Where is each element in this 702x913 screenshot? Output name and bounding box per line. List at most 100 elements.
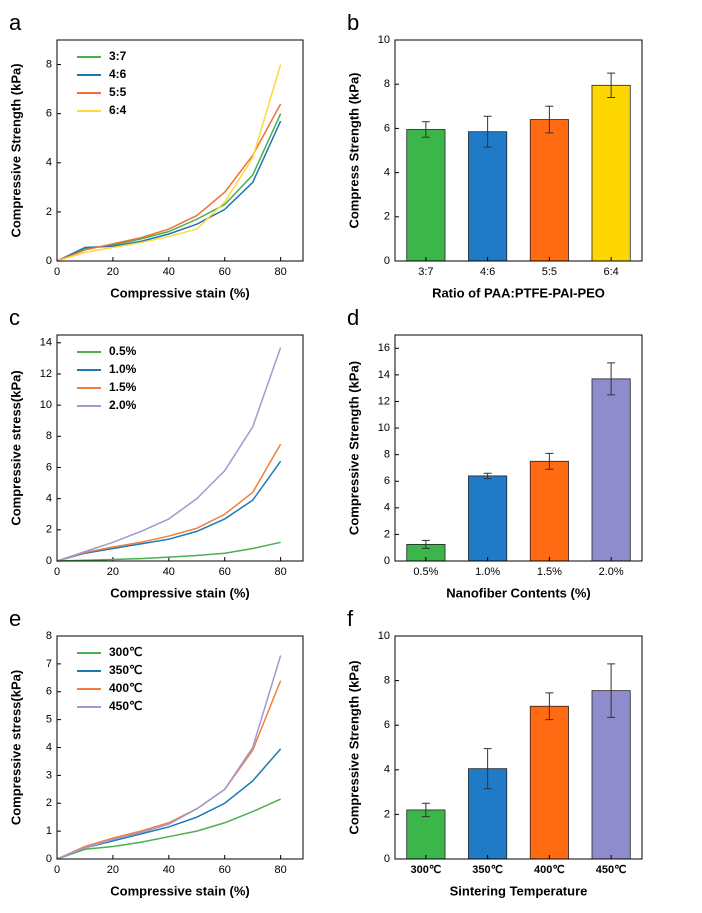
bar xyxy=(591,378,631,562)
bar xyxy=(591,690,631,860)
y-tick-label: 8 xyxy=(46,630,52,642)
x-tick-label: 400℃ xyxy=(534,864,565,876)
y-tick-label: 8 xyxy=(46,58,52,70)
y-tick-label: 1 xyxy=(46,825,52,837)
line-series xyxy=(56,748,282,860)
y-tick-label: 10 xyxy=(378,34,390,46)
y-tick-label: 8 xyxy=(384,449,390,461)
y-tick-label: 12 xyxy=(40,368,52,380)
x-tick-label: 2.0% xyxy=(599,566,624,578)
bar xyxy=(406,129,446,262)
error-bar xyxy=(545,692,554,721)
line-series xyxy=(56,541,281,562)
y-tick-label: 2 xyxy=(46,206,52,218)
bar xyxy=(529,705,569,860)
error-bar xyxy=(607,362,616,396)
error-bar xyxy=(421,802,430,818)
y-tick-label: 2 xyxy=(384,528,390,540)
y-tick-label: 6 xyxy=(46,108,52,120)
axis-frame xyxy=(394,635,643,860)
panel-letter: c xyxy=(9,305,20,330)
line-series xyxy=(56,347,282,562)
y-tick-label: 0 xyxy=(384,853,390,865)
x-tick-label: 40 xyxy=(163,864,175,876)
y-tick-label: 0 xyxy=(46,255,52,267)
line-series xyxy=(56,64,282,262)
y-tick-label: 5 xyxy=(46,714,52,726)
x-axis-label: Compressive stain (%) xyxy=(110,883,249,898)
axis-frame xyxy=(394,334,643,562)
y-axis-label: Compressive Strength (kPa) xyxy=(346,660,361,834)
panel-letter: f xyxy=(347,606,354,631)
panel-letter: a xyxy=(9,10,22,35)
x-tick-label: 60 xyxy=(219,566,231,578)
legend-label: 4:6 xyxy=(109,67,127,81)
error-bar xyxy=(607,72,616,98)
y-tick-label: 4 xyxy=(384,502,390,514)
line-series xyxy=(56,798,281,860)
y-tick-label: 0 xyxy=(384,555,390,567)
legend-label: 300℃ xyxy=(109,645,143,659)
y-tick-label: 0 xyxy=(46,853,52,865)
x-tick-label: 300℃ xyxy=(411,864,442,876)
y-tick-label: 4 xyxy=(46,493,52,505)
error-bar xyxy=(421,539,430,549)
y-tick-label: 0 xyxy=(46,555,52,567)
x-axis-label: Compressive stain (%) xyxy=(110,285,249,300)
legend-label: 5:5 xyxy=(109,85,127,99)
line-series xyxy=(56,103,282,262)
x-tick-label: 1.0% xyxy=(475,566,500,578)
legend-label: 400℃ xyxy=(109,681,143,695)
x-tick-label: 0 xyxy=(54,566,60,578)
y-tick-label: 4 xyxy=(384,167,390,179)
panel-letter: e xyxy=(9,606,21,631)
x-tick-label: 450℃ xyxy=(596,864,627,876)
y-tick-label: 6 xyxy=(384,122,390,134)
y-axis-label: Compressive stress(kPa) xyxy=(8,370,23,525)
y-axis-label: Compressive Strength (kPa) xyxy=(346,361,361,535)
y-tick-label: 2 xyxy=(384,211,390,223)
y-tick-label: 16 xyxy=(378,342,390,354)
y-axis-label: Compressive Strength (kPa) xyxy=(8,63,23,237)
y-tick-label: 10 xyxy=(40,399,52,411)
line-series xyxy=(56,120,282,262)
y-tick-label: 8 xyxy=(384,675,390,687)
x-tick-label: 0 xyxy=(54,266,60,278)
y-tick-label: 6 xyxy=(46,461,52,473)
y-tick-label: 4 xyxy=(46,741,52,753)
x-tick-label: 40 xyxy=(163,566,175,578)
legend-label: 6:4 xyxy=(109,103,127,117)
x-tick-label: 3:7 xyxy=(418,266,433,278)
bar xyxy=(468,131,508,262)
legend-label: 2.0% xyxy=(109,398,137,412)
line-series xyxy=(56,655,282,860)
y-tick-label: 10 xyxy=(378,630,390,642)
y-tick-label: 6 xyxy=(46,686,52,698)
x-tick-label: 20 xyxy=(107,864,119,876)
y-tick-label: 4 xyxy=(384,764,390,776)
x-axis-label: Sintering Temperature xyxy=(450,883,588,898)
x-tick-label: 5:5 xyxy=(542,266,557,278)
bar xyxy=(591,84,631,262)
line-series xyxy=(56,460,282,562)
y-tick-label: 2 xyxy=(384,808,390,820)
y-tick-label: 7 xyxy=(46,658,52,670)
x-tick-label: 60 xyxy=(219,864,231,876)
bar xyxy=(468,475,508,562)
y-tick-label: 8 xyxy=(384,78,390,90)
x-axis-label: Ratio of PAA:PTFE-PAI-PEO xyxy=(432,285,605,300)
x-tick-label: 80 xyxy=(275,266,287,278)
x-tick-label: 80 xyxy=(275,566,287,578)
error-bar xyxy=(545,105,554,134)
y-tick-label: 14 xyxy=(40,337,52,349)
x-tick-label: 60 xyxy=(219,266,231,278)
x-tick-label: 350℃ xyxy=(472,864,503,876)
x-tick-label: 0.5% xyxy=(413,566,438,578)
y-tick-label: 6 xyxy=(384,475,390,487)
legend-label: 1.0% xyxy=(109,362,137,376)
x-tick-label: 0 xyxy=(54,864,60,876)
x-tick-label: 80 xyxy=(275,864,287,876)
y-axis-label: Compress Strength (kPa) xyxy=(346,72,361,228)
y-axis-label: Compressive stress(kPa) xyxy=(8,670,23,825)
y-tick-label: 6 xyxy=(384,719,390,731)
